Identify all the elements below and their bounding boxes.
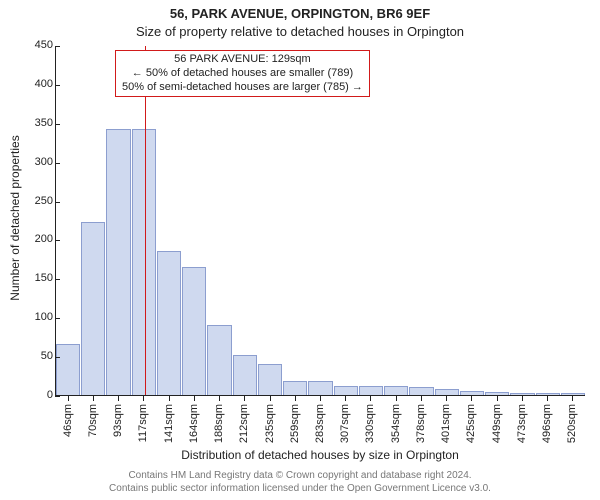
histogram-bar: [132, 129, 156, 395]
footer-line: Contains public sector information licen…: [0, 483, 600, 496]
histogram-bar: [435, 389, 459, 395]
footer-line: Contains HM Land Registry data © Crown c…: [0, 470, 600, 483]
histogram-bar: [258, 364, 282, 395]
chart-title-line2: Size of property relative to detached ho…: [0, 24, 600, 39]
histogram-bar: [485, 392, 509, 395]
histogram-bar: [510, 393, 534, 395]
histogram-bar: [460, 391, 484, 395]
y-axis-label: Number of detached properties: [8, 118, 22, 318]
annotation-box: 56 PARK AVENUE: 129sqm← 50% of detached …: [115, 50, 370, 97]
histogram-bar: [384, 386, 408, 395]
chart-root: { "titles": { "line1": "56, PARK AVENUE,…: [0, 0, 600, 500]
histogram-bar: [334, 386, 358, 395]
histogram-bar: [409, 387, 433, 395]
histogram-bar: [81, 222, 105, 395]
histogram-bar: [182, 267, 206, 395]
reference-line: [145, 46, 146, 395]
annotation-line: ← 50% of detached houses are smaller (78…: [122, 67, 363, 81]
chart-title-line1: 56, PARK AVENUE, ORPINGTON, BR6 9EF: [0, 6, 600, 21]
histogram-bar: [106, 129, 130, 395]
histogram-bar: [561, 393, 585, 395]
histogram-bar: [283, 381, 307, 395]
histogram-bar: [157, 251, 181, 395]
histogram-bar: [359, 386, 383, 395]
plot-area: [55, 46, 585, 396]
histogram-bar: [233, 355, 257, 395]
footer-attribution: Contains HM Land Registry data © Crown c…: [0, 470, 600, 495]
histogram-bar: [207, 325, 231, 395]
histogram-bar: [536, 393, 560, 395]
x-axis-label: Distribution of detached houses by size …: [55, 448, 585, 462]
histogram-bar: [56, 344, 80, 395]
annotation-line: 50% of semi-detached houses are larger (…: [122, 81, 363, 95]
annotation-line: 56 PARK AVENUE: 129sqm: [122, 53, 363, 67]
histogram-bar: [308, 381, 332, 395]
